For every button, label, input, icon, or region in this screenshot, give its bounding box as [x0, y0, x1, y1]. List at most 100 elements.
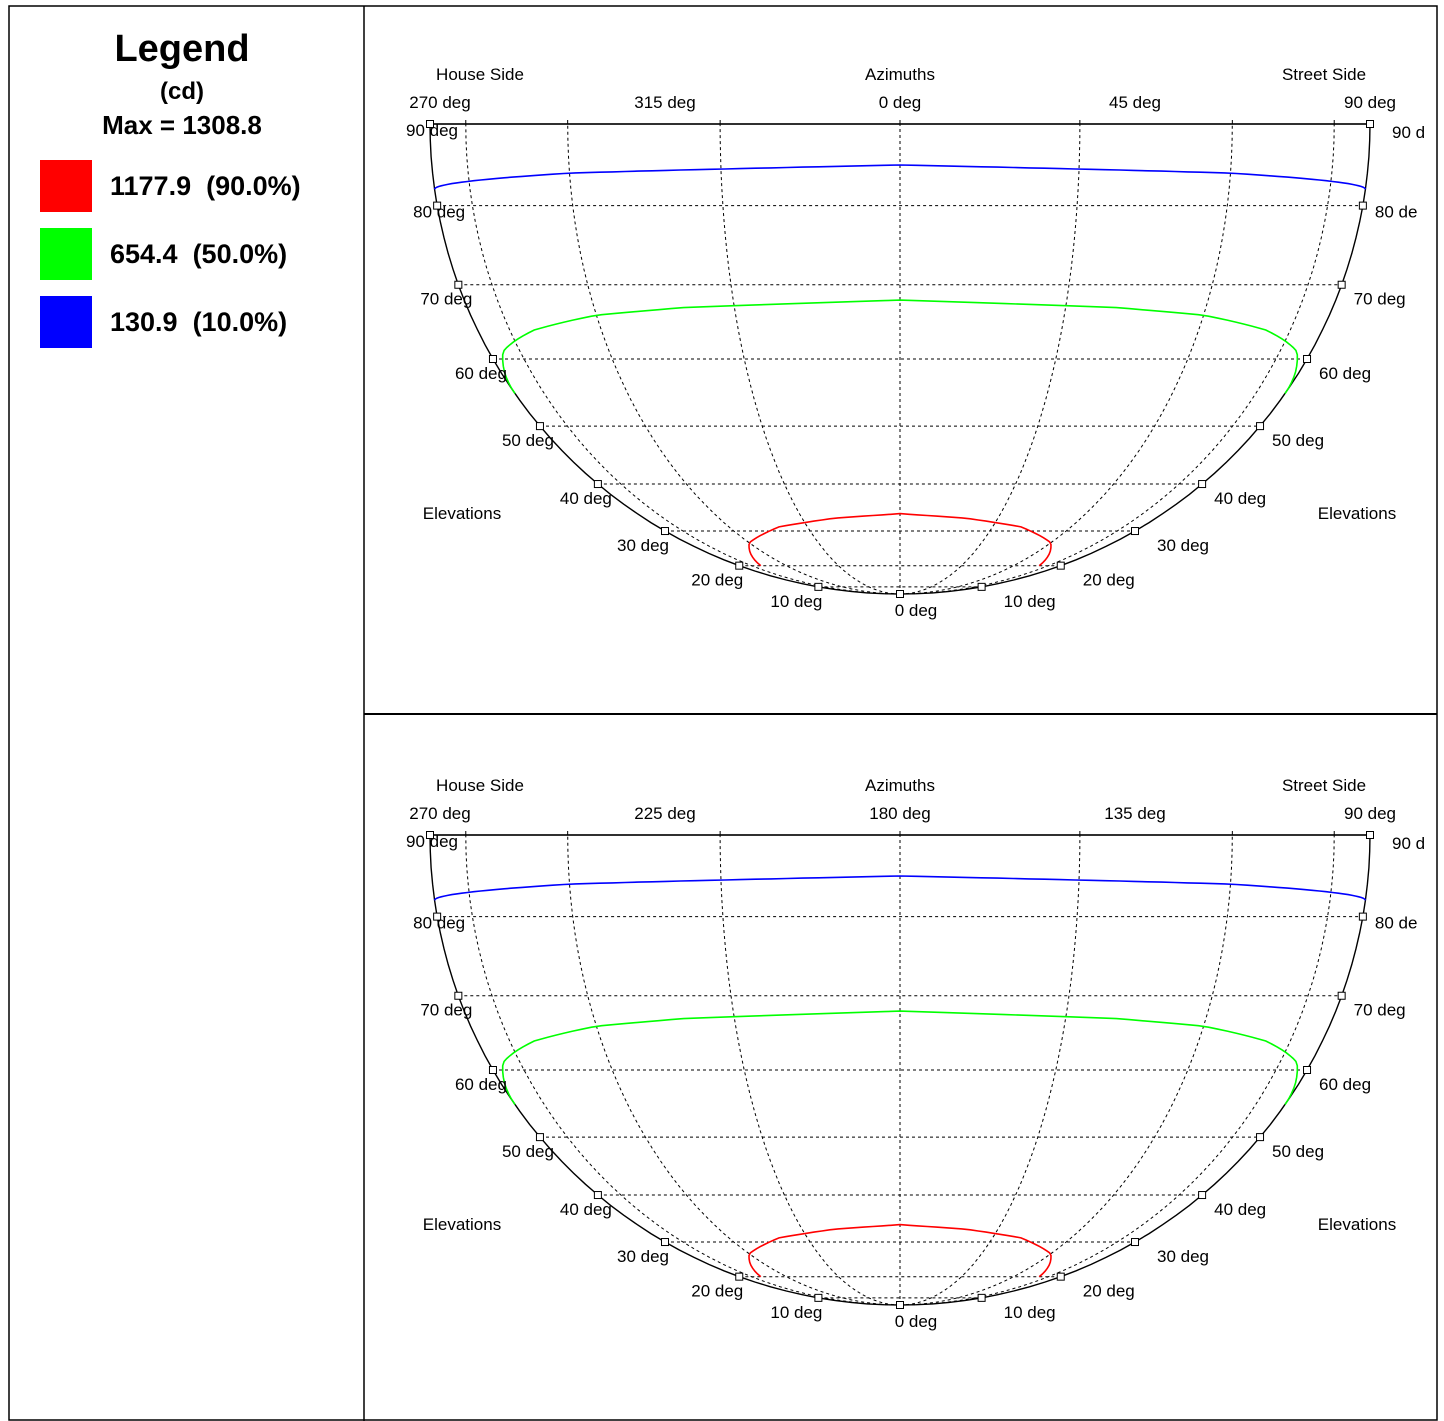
legend-swatch-green — [40, 228, 92, 280]
elevation-marker — [1198, 480, 1207, 489]
legend-label: 654.4 (50.0%) — [110, 238, 288, 269]
elevation-tick-label: 40 deg — [560, 489, 612, 508]
elevation-tick-label: 50 deg — [1272, 431, 1324, 450]
elevation-tick-label: 40 deg — [1214, 489, 1266, 508]
legend-unit: (cd) — [160, 78, 204, 105]
azimuth-gridline — [719, 123, 901, 595]
elevation-tick-label: 50 deg — [1272, 1142, 1324, 1161]
azimuth-gridline — [899, 834, 1081, 1306]
elevation-marker — [1366, 831, 1374, 839]
elevation-tick-label: 30 deg — [617, 1247, 669, 1266]
elevation-marker — [426, 120, 434, 128]
elevation-tick-label: 20 deg — [691, 571, 743, 590]
elevation-tick-label: 60 deg — [455, 364, 507, 383]
elevation-marker — [735, 561, 744, 570]
header-azimuths: Azimuths — [865, 776, 935, 795]
header-azimuths: Azimuths — [865, 65, 935, 84]
elevation-marker — [735, 1272, 744, 1281]
elevation-tick-label: 80 de — [1375, 203, 1418, 222]
elevation-marker — [977, 1293, 986, 1302]
elevation-marker — [1303, 355, 1312, 363]
legend-label: 1177.9 (90.0%) — [110, 170, 301, 201]
center-tick-label: 0 deg — [895, 1312, 938, 1331]
azimuth-tick-label: 180 deg — [869, 804, 930, 823]
elevation-marker — [488, 355, 497, 363]
series-line — [748, 1223, 1052, 1278]
elevation-tick-label: 80 deg — [413, 203, 465, 222]
azimuth-gridline — [719, 834, 901, 1306]
elevation-tick-label: 40 deg — [1214, 1200, 1266, 1219]
elevation-tick-label: 10 deg — [770, 1303, 822, 1322]
elevation-marker — [593, 1191, 602, 1200]
azimuth-tick-label: 90 deg — [1344, 804, 1396, 823]
elevation-tick-label: 40 deg — [560, 1200, 612, 1219]
elevation-marker — [1131, 527, 1139, 536]
elevation-tick-label: 70 deg — [1354, 290, 1406, 309]
polar-chart-top: 90 deg 80 deg 70 deg 60 deg 50 deg 40 deg 30 d… — [406, 65, 1425, 620]
elevation-marker — [488, 1066, 497, 1074]
elevation-tick-label: 80 deg — [413, 914, 465, 933]
elevation-marker — [1358, 201, 1367, 210]
elevation-marker — [661, 527, 669, 536]
elevation-marker — [896, 590, 904, 598]
elevation-marker — [1337, 280, 1346, 289]
legend-item-50: 654.4 (50.0%) — [40, 228, 287, 280]
legend-label: 130.9 (10.0%) — [110, 306, 288, 337]
elevation-marker — [1131, 1238, 1139, 1247]
polar-chart-bottom: 90 deg 80 deg 70 deg 60 deg 50 deg 40 deg 30 d… — [406, 776, 1425, 1331]
elevation-tick-label: 80 de — [1375, 914, 1418, 933]
elevation-tick-label: 90 deg — [406, 832, 458, 851]
azimuth-gridline — [899, 834, 1233, 1306]
elevation-tick-label: 30 deg — [1157, 536, 1209, 555]
elevation-marker — [1358, 912, 1367, 921]
elevation-tick-label: 70 deg — [420, 1001, 472, 1020]
legend-swatch-red — [40, 160, 92, 212]
header-street-side: Street Side — [1282, 776, 1366, 795]
azimuth-gridline — [567, 834, 901, 1306]
elevation-tick-label: 70 deg — [1354, 1001, 1406, 1020]
elevation-marker — [1366, 120, 1374, 128]
elevation-marker — [1337, 991, 1346, 1000]
center-tick-label: 0 deg — [895, 601, 938, 620]
elevation-tick-label: 90 deg — [406, 121, 458, 140]
elevation-marker — [1056, 1272, 1065, 1281]
azimuth-tick-label: 270 deg — [409, 93, 470, 112]
elevation-marker — [814, 582, 823, 591]
legend-item-90: 1177.9 (90.0%) — [40, 160, 301, 212]
header-house-side: House Side — [436, 776, 524, 795]
azimuth-tick-label: 315 deg — [634, 93, 695, 112]
azimuth-gridline — [899, 123, 1233, 595]
elevation-tick-label: 50 deg — [502, 1142, 554, 1161]
azimuth-gridline — [567, 123, 901, 595]
legend-swatch-blue — [40, 296, 92, 348]
elevation-tick-label: 70 deg — [420, 290, 472, 309]
series-line — [433, 875, 1367, 901]
elevations-label-right: Elevations — [1318, 504, 1396, 523]
elevation-marker — [454, 991, 463, 1000]
azimuth-tick-label: 45 deg — [1109, 93, 1161, 112]
elevations-label-left: Elevations — [423, 504, 501, 523]
legend-title: Legend — [114, 28, 250, 70]
azimuth-tick-label: 270 deg — [409, 804, 470, 823]
legend-item-10: 130.9 (10.0%) — [40, 296, 287, 348]
elevation-tick-label: 30 deg — [1157, 1247, 1209, 1266]
elevation-tick-label: 60 deg — [1319, 364, 1371, 383]
elevation-marker — [977, 582, 986, 591]
azimuth-gridline — [899, 123, 1081, 595]
elevation-tick-label: 10 deg — [1004, 1303, 1056, 1322]
elevation-tick-label: 10 deg — [770, 592, 822, 611]
elevation-tick-label: 20 deg — [1083, 571, 1135, 590]
elevation-marker — [433, 201, 442, 210]
series-line — [433, 164, 1367, 190]
azimuth-edge-label: 90 d — [1392, 123, 1425, 142]
elevation-tick-label: 20 deg — [1083, 1282, 1135, 1301]
azimuth-edge-label: 90 d — [1392, 834, 1425, 853]
elevation-marker — [535, 1133, 544, 1142]
azimuth-tick-label: 90 deg — [1344, 93, 1396, 112]
azimuth-tick-label: 135 deg — [1104, 804, 1165, 823]
series-line — [501, 299, 1299, 395]
elevation-tick-label: 60 deg — [1319, 1075, 1371, 1094]
elevation-marker — [661, 1238, 669, 1247]
azimuth-tick-label: 225 deg — [634, 804, 695, 823]
